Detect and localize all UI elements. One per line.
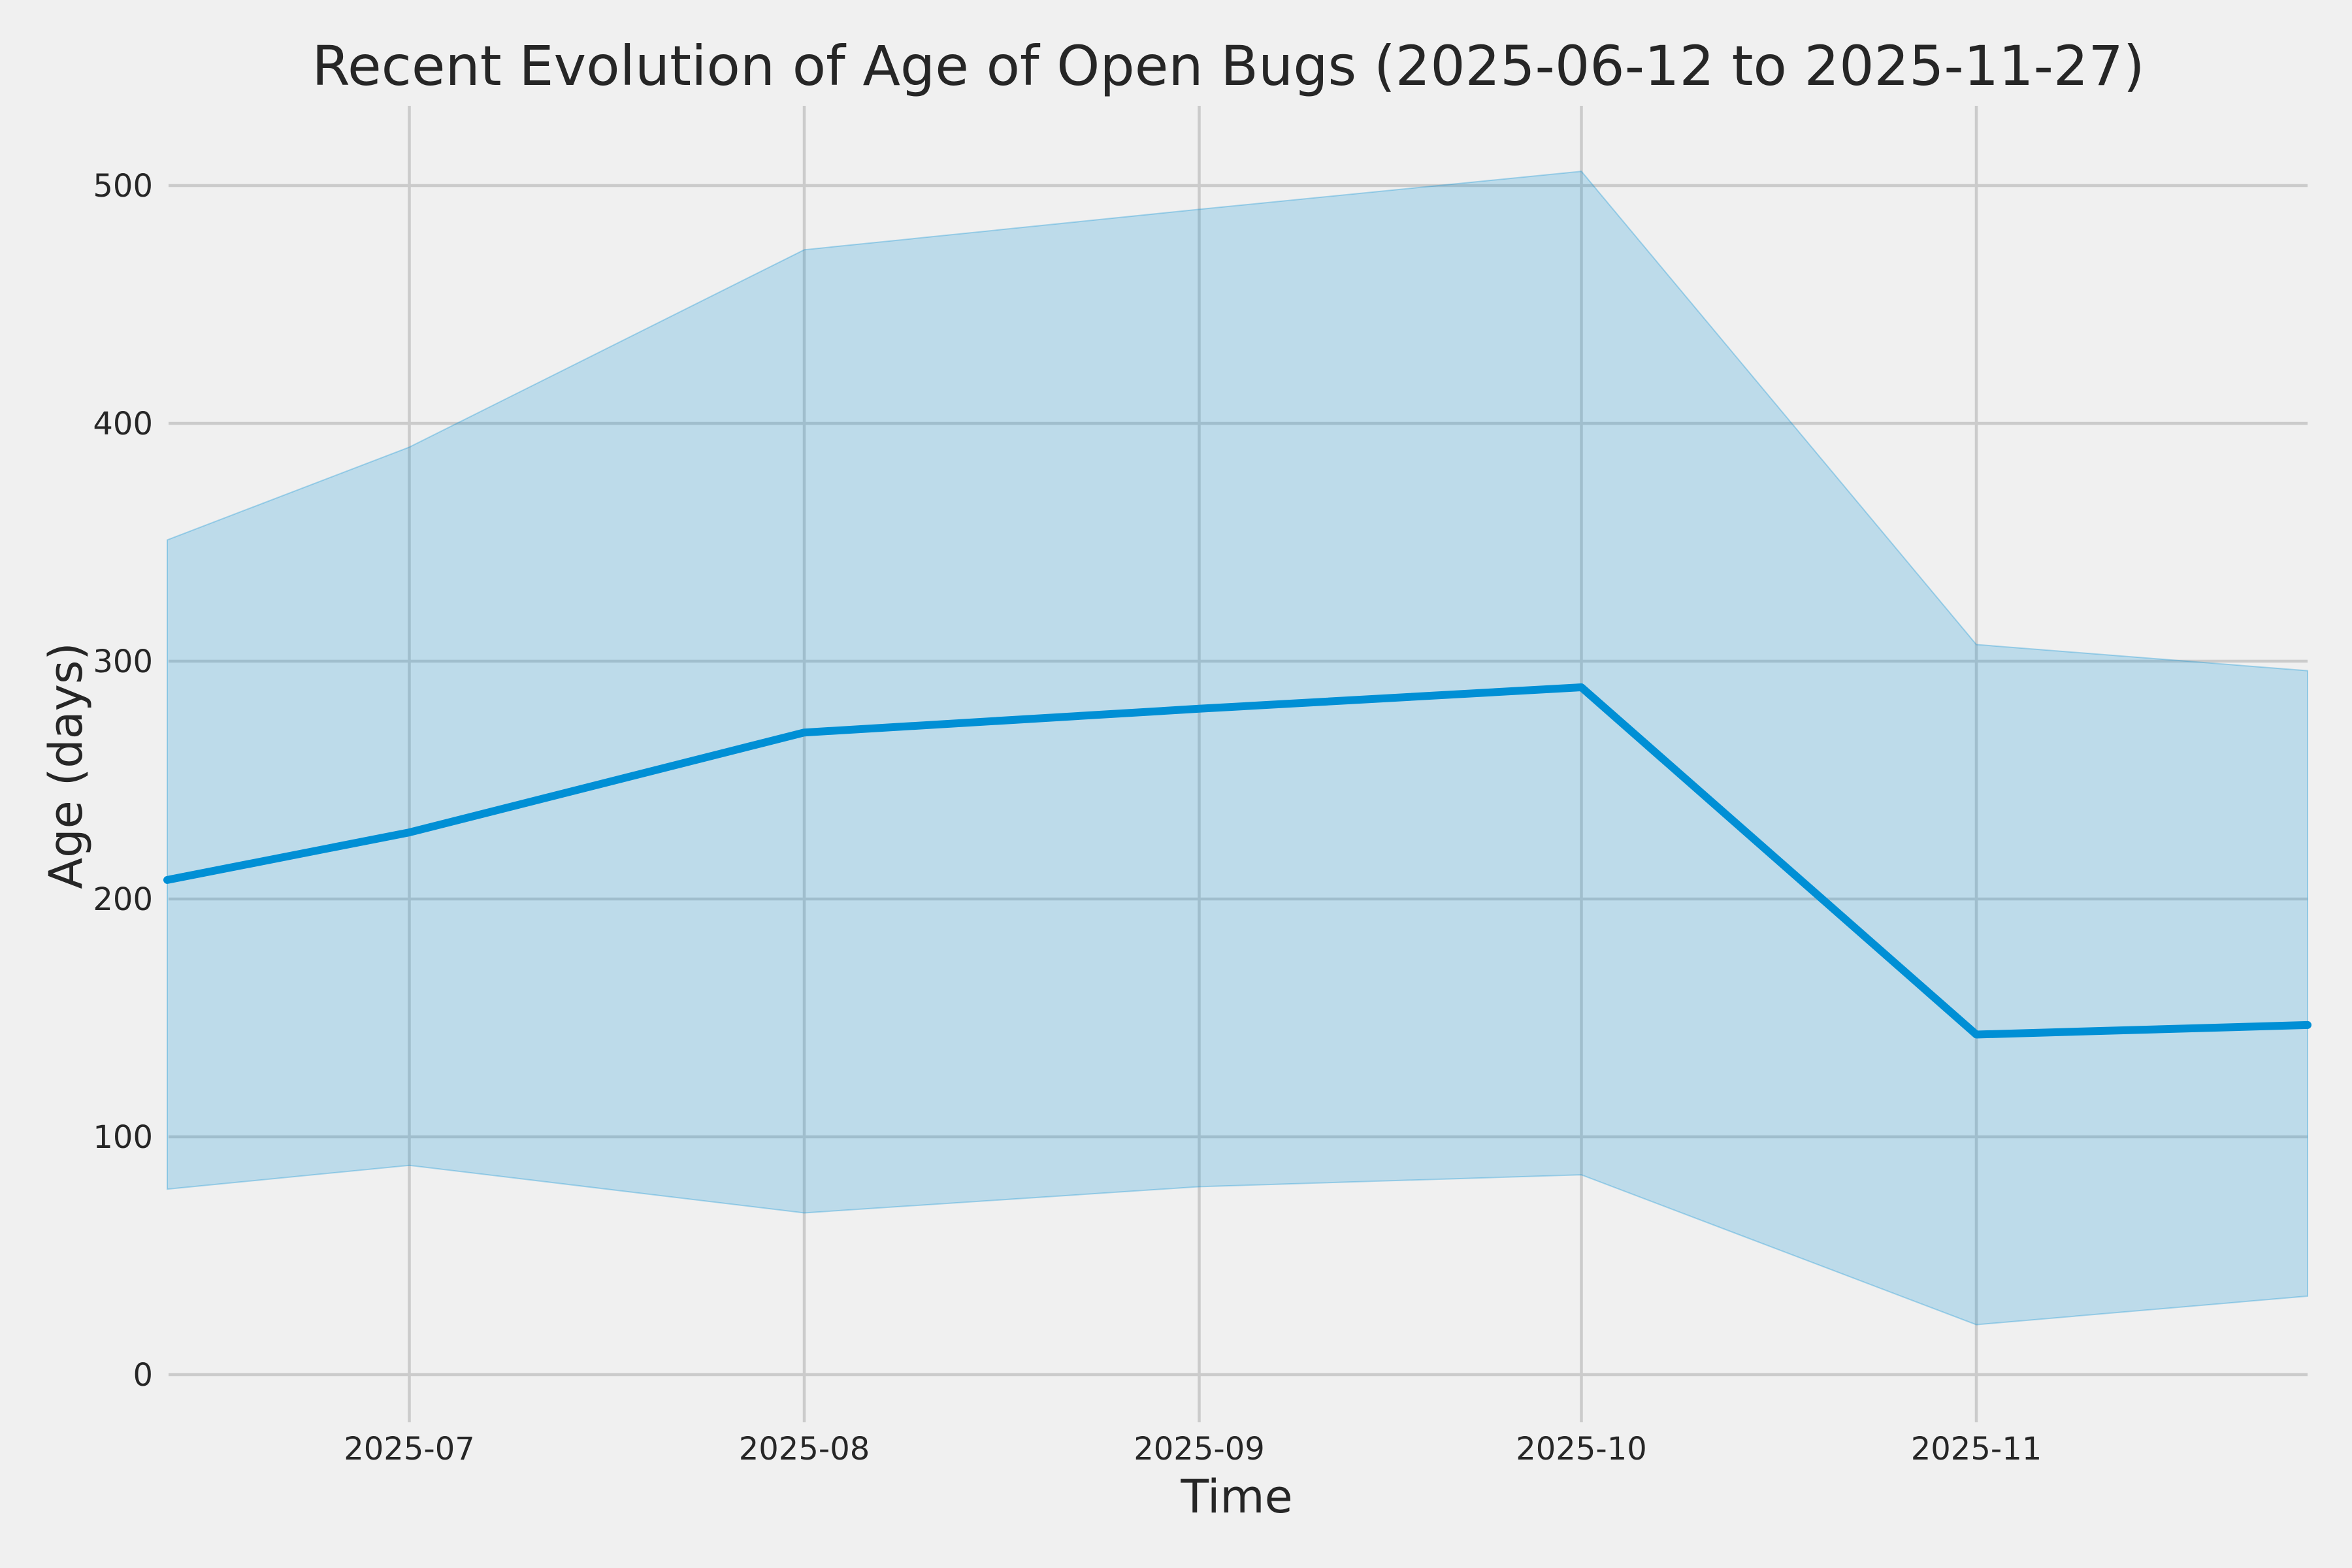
y-tick-label: 500 [93, 168, 153, 204]
chart-title: Recent Evolution of Age of Open Bugs (20… [312, 34, 2144, 98]
x-tick-label: 2025-09 [1134, 1431, 1265, 1467]
y-tick-label: 200 [93, 881, 153, 918]
x-tick-label: 2025-10 [1516, 1431, 1647, 1467]
x-tick-labels: 2025-07 2025-08 2025-09 2025-10 2025-11 [344, 1431, 2042, 1467]
x-tick-label: 2025-07 [344, 1431, 475, 1467]
x-tick-label: 2025-11 [1911, 1431, 2042, 1467]
y-tick-label: 0 [133, 1357, 153, 1394]
x-axis-label: Time [1180, 1470, 1292, 1524]
y-tick-labels: 0 100 200 300 400 500 [93, 168, 153, 1394]
confidence-band-area [167, 171, 2308, 1326]
y-tick-label: 300 [93, 644, 153, 680]
y-tick-label: 400 [93, 406, 153, 442]
horizontal-gridlines [169, 184, 2308, 1377]
vertical-gridlines [408, 106, 1978, 1422]
mean-age-line [163, 683, 2311, 1039]
y-tick-label: 100 [93, 1119, 153, 1156]
y-axis-label: Age (days) [39, 642, 93, 889]
x-tick-label: 2025-08 [739, 1431, 870, 1467]
